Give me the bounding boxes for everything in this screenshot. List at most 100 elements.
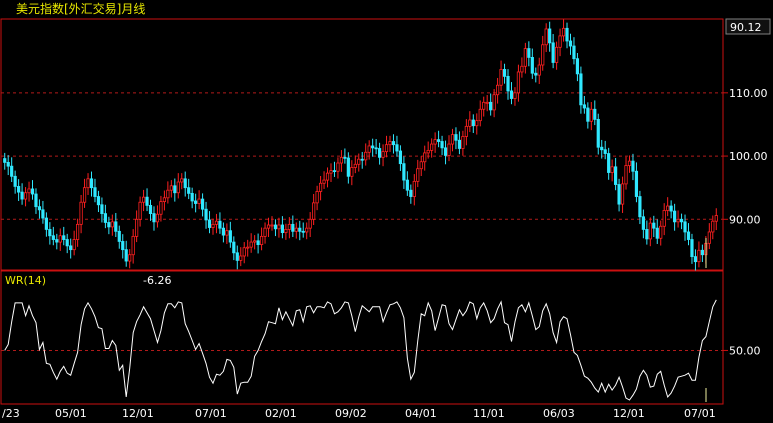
candle-body <box>30 188 35 195</box>
badge-value: 90.12 <box>730 21 762 34</box>
candle-body <box>89 178 94 189</box>
candle-body <box>34 193 38 208</box>
x-tick-label: /23 <box>2 407 20 420</box>
candle-body <box>357 158 361 165</box>
candle-body <box>308 218 312 229</box>
candle-body <box>638 196 642 218</box>
candle-body <box>457 139 462 149</box>
candle-body <box>277 224 281 230</box>
candle-body <box>412 180 416 197</box>
candle-body <box>284 229 288 233</box>
candle-body <box>72 239 76 251</box>
candle-body <box>575 58 580 75</box>
price-axis-ticks: 90.00 100.00 110.00 <box>723 87 768 226</box>
candle-body <box>23 192 28 200</box>
candle-body <box>218 220 222 229</box>
candle-body <box>249 241 253 248</box>
candle-body <box>141 196 146 203</box>
candle-body <box>301 230 305 233</box>
candle-body <box>433 139 437 145</box>
candle-body <box>506 75 510 92</box>
candle-body <box>110 221 114 228</box>
candle-body <box>582 104 586 109</box>
candle-body <box>152 213 156 223</box>
candle-body <box>259 235 264 246</box>
candle-body <box>450 134 455 145</box>
candle-body <box>128 254 132 262</box>
candle-body <box>183 178 187 189</box>
candle-body <box>159 201 163 215</box>
candle-body <box>634 170 639 197</box>
candle-body <box>44 217 48 230</box>
candle-body <box>211 223 215 228</box>
candle-body <box>700 249 704 256</box>
candle-body <box>58 235 62 243</box>
candle-body <box>384 144 389 153</box>
candle-body <box>145 196 149 206</box>
candle-body <box>200 198 205 210</box>
indicator-panel-frame <box>0 270 724 405</box>
candle-body <box>51 235 55 240</box>
candle-body <box>117 230 121 242</box>
candle-body <box>325 172 330 181</box>
candle-body <box>176 181 180 194</box>
candle-body <box>235 252 239 261</box>
candle-body <box>138 201 142 220</box>
candle-body <box>20 191 24 200</box>
candle-body <box>600 146 604 151</box>
candle-body <box>405 179 409 191</box>
chart-title: 美元指数[外汇交易]月线 <box>16 1 145 16</box>
candle-body <box>280 224 285 233</box>
candle-body <box>568 40 573 47</box>
candle-body <box>228 230 232 243</box>
candle-body <box>332 170 337 173</box>
wr-tick-label: 50.00 <box>729 344 761 357</box>
candle-body <box>398 150 403 165</box>
candle-body <box>669 205 673 212</box>
candle-body <box>391 141 396 146</box>
candle-body <box>162 197 166 202</box>
candle-body <box>48 229 52 237</box>
candle-body <box>655 227 659 239</box>
candle-body <box>239 255 243 261</box>
candle-body <box>350 167 354 177</box>
candle-body <box>190 192 194 202</box>
candle-body <box>520 65 524 73</box>
candle-body <box>294 227 298 232</box>
candle-body <box>443 147 448 156</box>
candle-body <box>502 69 507 77</box>
x-tick-label: 05/01 <box>55 407 87 420</box>
candle-body <box>537 64 541 76</box>
candle-body <box>464 125 468 137</box>
candle-body <box>103 213 107 223</box>
candle-body <box>482 101 486 110</box>
badge-background <box>725 18 771 35</box>
candle-body <box>76 223 80 240</box>
candle-body <box>187 187 191 194</box>
candle-body <box>561 27 566 37</box>
candle-body <box>312 202 316 220</box>
candle-body <box>430 143 434 151</box>
candle-body <box>409 189 413 197</box>
candle-body <box>322 179 326 184</box>
candle-body <box>447 143 451 156</box>
x-tick-label: 06/03 <box>543 407 575 420</box>
candle-body <box>530 57 534 74</box>
price-tick-label: 100.00 <box>729 150 768 163</box>
candle-body <box>565 27 569 42</box>
candle-body <box>683 221 687 233</box>
indicator-axis-ticks: 50.00 <box>723 344 761 357</box>
candle-body <box>266 224 271 229</box>
candle-body <box>586 107 590 122</box>
price-tick-label: 90.00 <box>729 213 761 226</box>
candle-body <box>180 178 184 183</box>
wr-line <box>4 299 717 401</box>
candle-body <box>461 136 465 149</box>
candle-body <box>714 215 718 222</box>
candle-body <box>339 156 344 164</box>
candle-body <box>225 230 229 236</box>
candle-body <box>343 156 347 159</box>
candle-body <box>436 139 441 142</box>
candle-body <box>346 157 350 177</box>
candle-body <box>641 216 645 230</box>
